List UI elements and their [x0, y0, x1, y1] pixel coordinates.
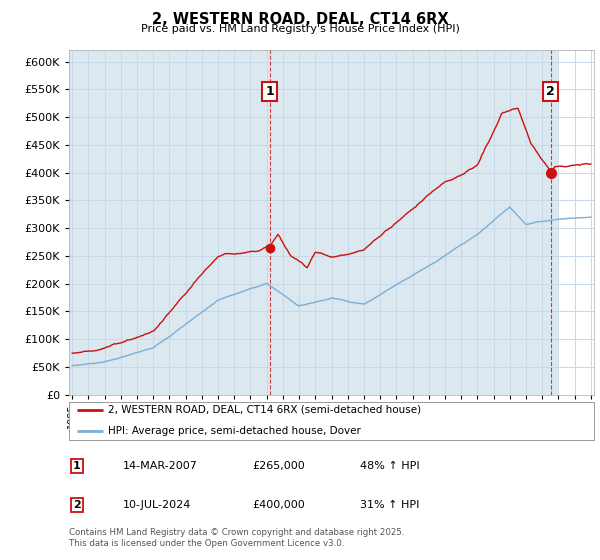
Text: Price paid vs. HM Land Registry's House Price Index (HPI): Price paid vs. HM Land Registry's House …	[140, 24, 460, 34]
Text: 1: 1	[266, 85, 274, 98]
Text: HPI: Average price, semi-detached house, Dover: HPI: Average price, semi-detached house,…	[109, 426, 361, 436]
Text: 48% ↑ HPI: 48% ↑ HPI	[360, 461, 419, 471]
Text: 2: 2	[73, 500, 80, 510]
Text: 14-MAR-2007: 14-MAR-2007	[123, 461, 198, 471]
Text: 2, WESTERN ROAD, DEAL, CT14 6RX (semi-detached house): 2, WESTERN ROAD, DEAL, CT14 6RX (semi-de…	[109, 405, 421, 415]
Text: £400,000: £400,000	[252, 500, 305, 510]
Text: 31% ↑ HPI: 31% ↑ HPI	[360, 500, 419, 510]
Text: 1: 1	[73, 461, 80, 471]
Text: 10-JUL-2024: 10-JUL-2024	[123, 500, 191, 510]
Text: 2, WESTERN ROAD, DEAL, CT14 6RX: 2, WESTERN ROAD, DEAL, CT14 6RX	[152, 12, 448, 27]
Text: £265,000: £265,000	[252, 461, 305, 471]
Bar	[559, 50, 594, 395]
Text: 2: 2	[547, 85, 555, 98]
Text: Contains HM Land Registry data © Crown copyright and database right 2025.
This d: Contains HM Land Registry data © Crown c…	[69, 528, 404, 548]
